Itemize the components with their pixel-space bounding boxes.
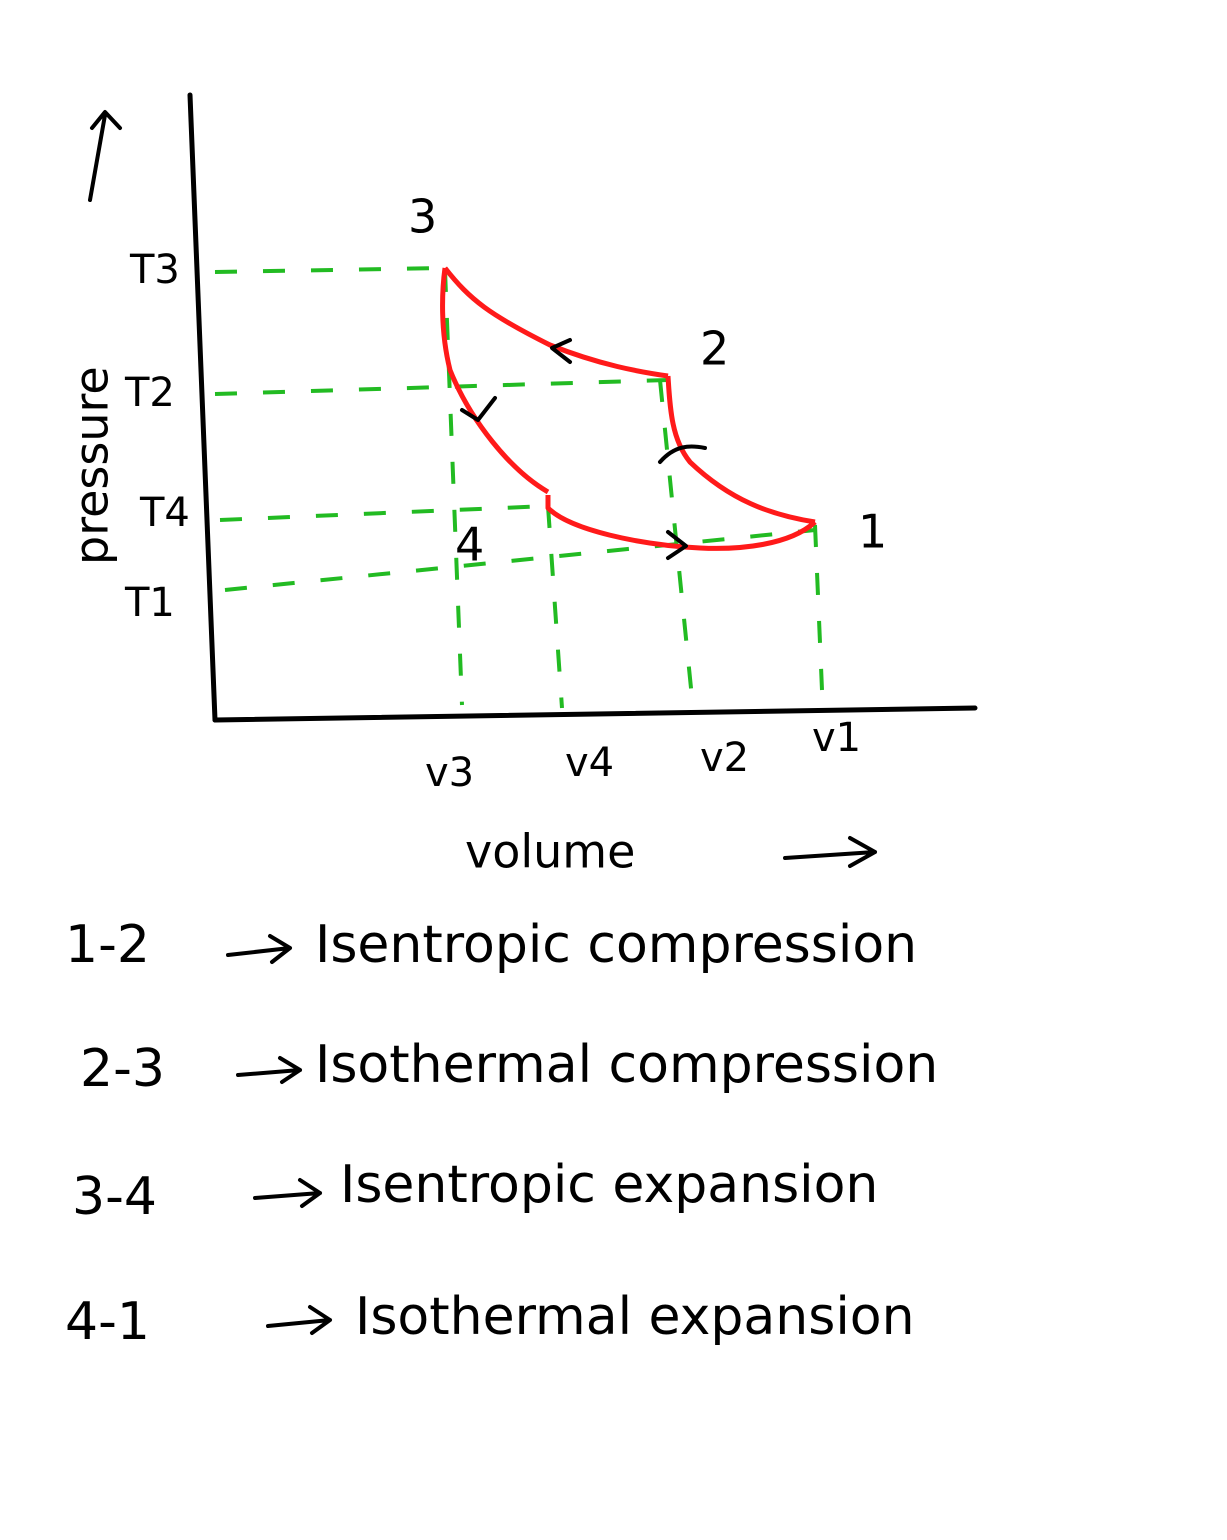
process-list: 1-2 Isentropic compression 2-3 Isotherma… [65, 915, 938, 1352]
y-axis-label: pressure [65, 366, 119, 565]
volume-level: v1 [812, 715, 861, 761]
guide-line [546, 505, 564, 709]
pressure-level: T1 [124, 580, 175, 626]
direction-arrow [666, 530, 688, 560]
x-axis-label: volume [465, 825, 635, 879]
process-curve [545, 495, 817, 551]
point-label: 1 [858, 505, 887, 559]
process-curve [443, 266, 669, 379]
guide-line [443, 269, 464, 706]
process-description: Isentropic expansion [340, 1155, 878, 1215]
process-description: Isothermal compression [315, 1035, 938, 1095]
volume-level: v3 [425, 750, 474, 796]
process-arrow [226, 934, 292, 964]
point-label: 3 [408, 190, 437, 244]
direction-arrow [460, 396, 497, 422]
direction-arrow [550, 338, 572, 364]
guide-line [214, 378, 669, 396]
axis-arrow [88, 110, 122, 202]
pressure-level: T4 [139, 490, 190, 536]
x-axis [212, 705, 978, 723]
process-description: Isentropic compression [315, 915, 917, 975]
process-id: 1-2 [65, 915, 150, 975]
process-arrow [266, 1305, 332, 1335]
guide-line [224, 528, 816, 592]
axis-arrow [783, 836, 877, 868]
direction-arrow [658, 444, 707, 464]
guide-line [214, 266, 446, 274]
volume-level: v4 [565, 740, 614, 786]
point-label: 4 [455, 518, 484, 572]
process-id: 3-4 [72, 1167, 157, 1227]
process-id: 2-3 [80, 1039, 165, 1099]
process-id: 4-1 [65, 1292, 150, 1352]
y-axis [187, 92, 218, 723]
pressure-level: T3 [129, 247, 180, 293]
process-curve [440, 267, 550, 495]
process-description: Isothermal expansion [355, 1287, 915, 1347]
process-arrow [253, 1178, 322, 1208]
process-curve [665, 375, 816, 525]
guide-line [813, 524, 824, 691]
volume-level: v2 [700, 735, 749, 781]
process-arrow [236, 1056, 302, 1084]
pressure-level: T2 [124, 370, 175, 416]
point-label: 2 [700, 322, 729, 376]
guide-lines [214, 266, 824, 709]
cycle [440, 266, 817, 551]
guide-line [219, 504, 549, 522]
